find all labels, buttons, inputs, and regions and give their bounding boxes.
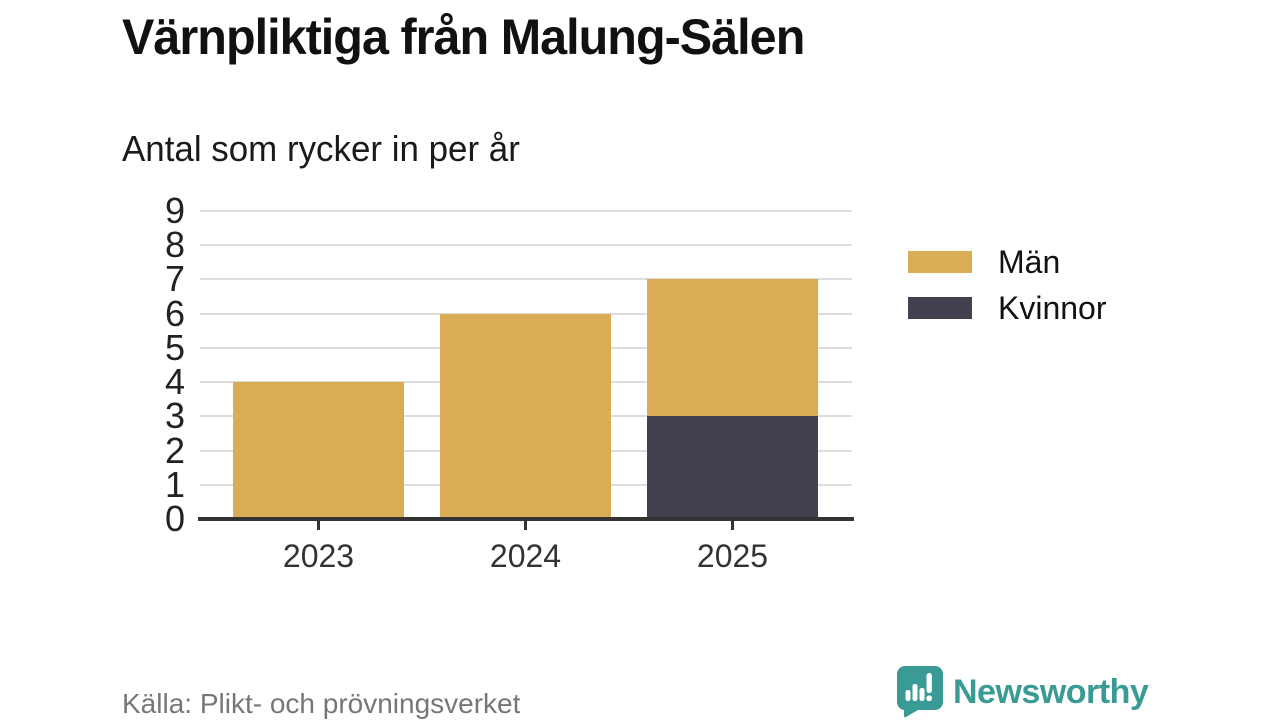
legend-label-women: Kvinnor bbox=[998, 290, 1107, 326]
legend-label-men: Män bbox=[998, 244, 1061, 280]
y-axis-label-2: 2 bbox=[164, 429, 185, 471]
x-axis-label-2024: 2024 bbox=[489, 538, 562, 574]
legend-item-women: Kvinnor bbox=[908, 292, 1107, 324]
newsworthy-bubble-chart-icon bbox=[896, 666, 943, 718]
x-axis-tick-2023 bbox=[317, 521, 320, 530]
gridline-8 bbox=[200, 244, 852, 247]
bar-2025-män bbox=[647, 279, 818, 417]
y-axis-label-5: 5 bbox=[164, 326, 185, 368]
x-axis-label-2023: 2023 bbox=[282, 538, 355, 574]
chart-subtitle: Antal som rycker in per år bbox=[122, 128, 520, 169]
newsworthy-wordmark: Newsworthy bbox=[953, 672, 1149, 711]
y-axis-label-0: 0 bbox=[164, 498, 185, 539]
page-title: Värnpliktiga från Malung-Sälen bbox=[122, 9, 805, 65]
bar-2024-män bbox=[440, 313, 611, 519]
x-axis-tick-2025 bbox=[731, 521, 734, 530]
x-axis-line bbox=[198, 517, 854, 521]
y-axis-label-9: 9 bbox=[164, 190, 185, 231]
newsworthy-logo: Newsworthy bbox=[896, 666, 1149, 718]
y-axis-label-6: 6 bbox=[164, 292, 185, 334]
y-axis-label-7: 7 bbox=[164, 258, 185, 300]
legend-swatch-women bbox=[908, 297, 972, 319]
y-axis-label-8: 8 bbox=[164, 224, 185, 266]
gridline-9 bbox=[200, 210, 852, 212]
bar-2023-män bbox=[233, 382, 404, 519]
x-axis-tick-2024 bbox=[524, 521, 527, 530]
y-axis-label-4: 4 bbox=[164, 361, 185, 403]
x-axis-label-2025: 2025 bbox=[696, 538, 769, 574]
legend-item-men: Män bbox=[908, 246, 1060, 278]
legend-swatch-men bbox=[908, 251, 972, 273]
source-attribution: Källa: Plikt- och prövningsverket bbox=[122, 688, 521, 719]
gridline-7 bbox=[200, 278, 852, 281]
bar-2025-kvinnor bbox=[647, 416, 818, 519]
y-axis-label-1: 1 bbox=[164, 463, 185, 505]
y-axis-label-3: 3 bbox=[164, 395, 185, 437]
